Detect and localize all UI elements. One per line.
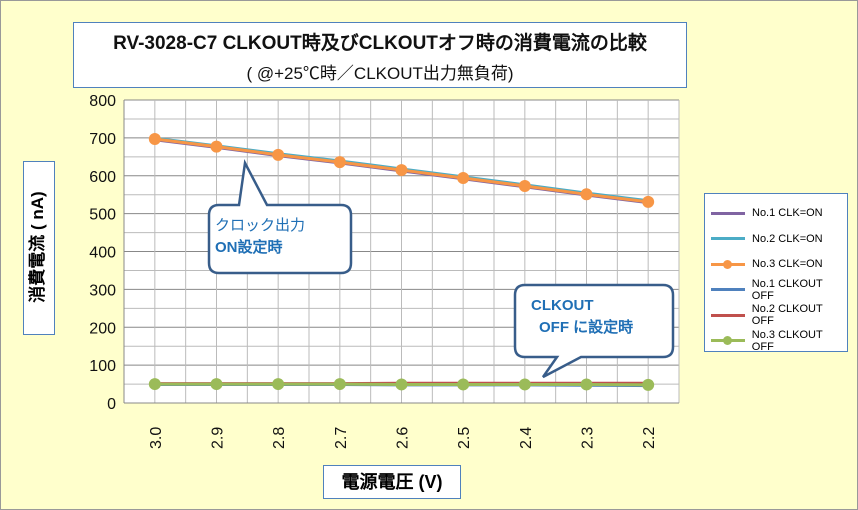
legend-item: No.1 CLKOUT OFF [711, 278, 847, 302]
y-tick-label: 100 [89, 358, 116, 375]
legend-swatch [711, 313, 745, 317]
y-tick-label: 400 [89, 245, 116, 262]
y-tick-label: 500 [89, 207, 116, 224]
x-tick-label: 3.0 [148, 427, 165, 449]
legend-marker [723, 259, 732, 269]
y-tick-label: 0 [107, 396, 116, 413]
data-point [580, 378, 593, 391]
y-tick-label: 200 [89, 320, 116, 337]
callout-off-line2: OFF に設定時 [539, 319, 634, 336]
callout-off-text: CLKOUT OFF に設定時 [531, 295, 633, 339]
data-point [210, 378, 223, 391]
y-tick-label: 800 [89, 93, 116, 110]
x-tick-label: 2.5 [456, 427, 473, 449]
y-tick-label: 600 [89, 169, 116, 186]
x-tick-label: 2.6 [395, 427, 412, 449]
x-tick-label: 2.7 [333, 427, 350, 449]
data-point [148, 378, 161, 391]
callout-off-line1: CLKOUT [531, 297, 594, 314]
data-point [580, 188, 593, 201]
data-point [642, 195, 655, 208]
data-point [457, 172, 470, 185]
data-point [395, 164, 408, 177]
legend-item: No.2 CLK=ON [711, 232, 823, 246]
legend-label: No.1 CLK=ON [752, 207, 823, 219]
legend-item: No.1 CLK=ON [711, 206, 823, 220]
callout-on-bubble [207, 158, 353, 275]
x-tick-label: 2.3 [580, 427, 597, 449]
legend-swatch [711, 336, 745, 345]
data-point [457, 378, 470, 391]
legend-swatch [711, 288, 745, 291]
legend-item: No.3 CLK=ON [711, 257, 823, 271]
title-box: RV-3028-C7 CLKOUT時及びCLKOUTオフ時の消費電流の比較 ( … [73, 22, 687, 88]
callout-on-text: クロック出力 ON設定時 [215, 215, 305, 259]
data-point [210, 140, 223, 153]
data-point [395, 378, 408, 391]
legend-swatch [711, 211, 745, 215]
data-point [642, 378, 655, 391]
x-tick-label: 2.4 [518, 427, 535, 449]
data-point [272, 378, 285, 391]
callout-off-bubble [513, 283, 675, 379]
legend-label: No.1 CLKOUT OFF [751, 277, 823, 302]
callout-on-line1: クロック出力 [215, 217, 306, 234]
legend: No.1 CLK=ON No.2 CLK=ON No.3 CLK=ON No.1 CL… [704, 193, 848, 353]
x-tick-label: 2.2 [641, 427, 658, 449]
legend-label: No.2 CLKOUT OFF [751, 303, 823, 327]
data-point [333, 378, 346, 391]
data-point [518, 179, 531, 192]
x-tick-label: 2.8 [271, 427, 288, 449]
chart-title: RV-3028-C7 CLKOUT時及びCLKOUTオフ時の消費電流の比較 [113, 33, 647, 54]
data-point [518, 378, 531, 391]
y-axis-label: 消費電流 ( nA) [28, 191, 47, 303]
y-tick-label: 300 [89, 282, 116, 299]
legend-swatch [711, 259, 745, 269]
callout-on-line2: ON設定時 [215, 239, 283, 256]
y-axis-label-box [23, 161, 55, 335]
legend-swatch [711, 237, 745, 240]
legend-label: No.3 CLKOUT OFF [751, 328, 823, 353]
legend-item: No.2 CLKOUT OFF [711, 303, 847, 327]
legend-item: No.3 CLKOUT OFF [711, 329, 847, 353]
x-axis-label: 電源電圧 (V) [323, 465, 461, 499]
data-point [333, 156, 346, 169]
y-tick-label: 700 [89, 131, 116, 148]
x-tick-label: 2.9 [210, 427, 227, 449]
legend-marker [723, 336, 732, 345]
legend-label: No.3 CLK=ON [752, 258, 823, 270]
chart-subtitle: ( @+25℃時／CLKOUT出力無負荷) [246, 64, 514, 83]
data-point [148, 133, 161, 146]
data-point [272, 148, 285, 161]
legend-label: No.2 CLK=ON [752, 232, 823, 245]
